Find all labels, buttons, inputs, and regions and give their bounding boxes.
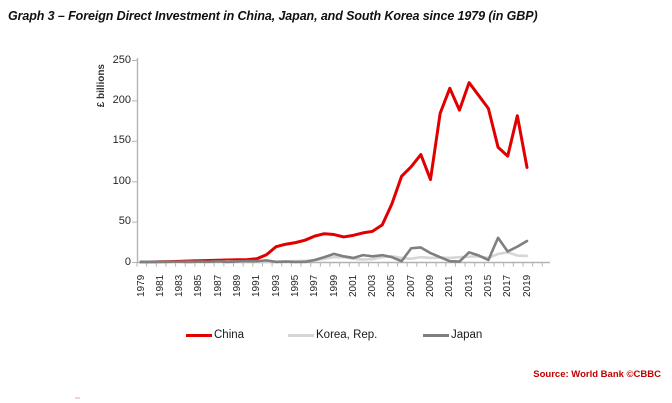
series-line-japan [139, 236, 529, 264]
x-tick-label-1999: 1999 [328, 274, 340, 297]
x-tick-label-2001: 2001 [347, 274, 359, 297]
x-tick-marks [136, 262, 543, 267]
legend-item-korea-rep: Korea, Rep. [288, 328, 377, 342]
legend-item-china: China [186, 328, 244, 342]
legend: China Korea, Rep. Japan [0, 328, 672, 344]
x-tick-label-2005: 2005 [386, 274, 398, 297]
y-tick-marks [132, 60, 138, 263]
legend-label: Korea, Rep. [316, 329, 378, 341]
x-tick-label-2015: 2015 [482, 274, 494, 297]
x-tick-label-1979: 1979 [135, 274, 147, 297]
legend-item-japan: Japan [423, 328, 482, 342]
y-tick-label-100: 100 [112, 174, 131, 187]
x-tick-label-2017: 2017 [502, 274, 514, 297]
y-tick-label-150: 150 [112, 134, 131, 147]
x-tick-label-1985: 1985 [193, 274, 205, 297]
x-tick-label-2013: 2013 [463, 274, 475, 297]
y-axis-tick-labels: 0 50 100 150 200 250 [85, 40, 131, 280]
x-tick-label-1991: 1991 [251, 274, 263, 297]
y-tick-label-250: 250 [112, 53, 131, 66]
x-tick-label-1987: 1987 [212, 274, 224, 297]
legend-label: China [214, 329, 245, 341]
x-tick-label-1983: 1983 [174, 274, 186, 297]
chart-title: Graph 3 – Foreign Direct Investment in C… [8, 9, 538, 23]
x-tick-label-2009: 2009 [425, 274, 436, 297]
source-note: Source: World Bank ©CBBC [533, 369, 661, 380]
x-axis-tick-labels: 1979 1981 1983 1985 1987 1989 1991 1993 1995 1997… [0, 40, 672, 320]
x-tick-label-1989: 1989 [232, 274, 243, 297]
plot-area [132, 58, 550, 267]
legend-label: Japan [451, 329, 483, 341]
x-tick-label-1997: 1997 [309, 274, 321, 297]
legend-swatch-icon [186, 333, 212, 337]
y-tick-label-200: 200 [112, 93, 131, 106]
x-tick-label-1993: 1993 [270, 274, 282, 297]
x-tick-label-2003: 2003 [367, 274, 379, 297]
x-tick-label-1981: 1981 [154, 274, 166, 297]
y-tick-label-0: 0 [124, 255, 131, 268]
x-tick-label-2007: 2007 [405, 274, 417, 297]
y-tick-label-50: 50 [118, 215, 131, 228]
x-tick-label-1995: 1995 [289, 274, 301, 297]
legend-swatch-icon [423, 333, 449, 337]
fdi-line-chart: £ billions 0 50 100 150 200 250 1979 1981 1983 1… [0, 40, 672, 360]
x-tick-label-2011: 2011 [444, 275, 456, 297]
x-tick-label-2019: 2019 [521, 274, 533, 297]
page-artifact-mark [75, 397, 80, 399]
legend-swatch-icon [288, 333, 314, 337]
